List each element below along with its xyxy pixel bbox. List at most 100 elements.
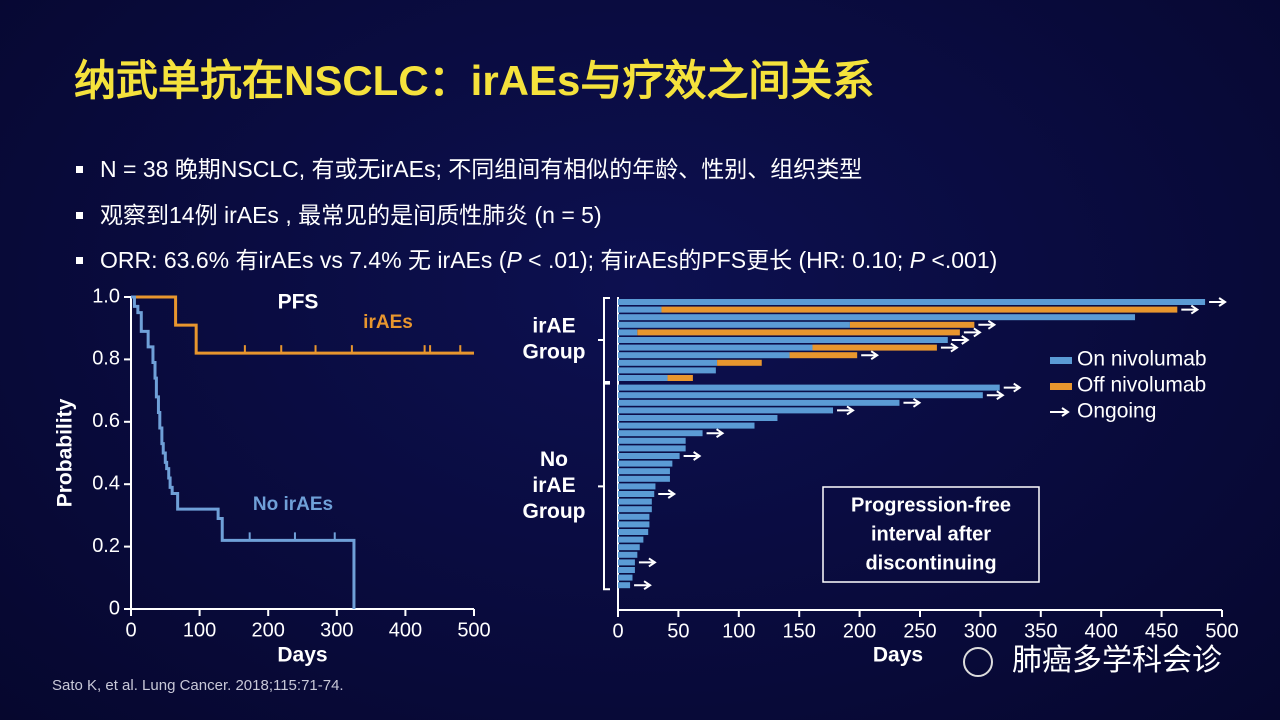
ongoing-arrow [986,390,1005,401]
bar-segment [618,407,834,414]
group-label: irAE [532,474,575,497]
bar-segment [618,392,983,399]
x-tick-label: 400 [1085,620,1118,642]
bar-segment [618,367,716,374]
slide-title: 纳武单抗在NSCLC：irAEs与疗效之间关系 [74,57,874,104]
y-tick-label: 0 [109,597,120,619]
bar-segment [618,375,668,381]
series-label: irAEs [363,312,413,333]
note-text: interval after [871,523,991,545]
x-tick-label: 400 [389,619,422,641]
ongoing-arrow [903,397,922,408]
y-tick-label: 0.6 [92,410,120,432]
y-tick-label: 0.8 [92,348,120,370]
x-tick-label: 300 [964,620,997,642]
x-tick-label: 50 [667,620,689,642]
bar-segment [618,529,649,535]
bar-segment [618,536,644,543]
bullet: ORR: 63.6% 有irAEs vs 7.4% 无 irAEs (P < .… [100,247,997,273]
x-tick-label: 100 [722,620,755,642]
ongoing-arrow [1003,382,1022,393]
bar-segment [618,437,686,444]
bar-segment [618,306,662,313]
ongoing-arrow [634,580,652,591]
bullet: 观察到14例 irAEs , 最常见的是间质性肺炎 (n = 5) [100,202,602,228]
x-tick-label: 250 [903,620,936,642]
bar-segment [618,559,635,566]
x-axis-label: Days [277,644,327,667]
x-tick-label: 500 [1205,620,1238,642]
note-text: Progression-free [851,494,1011,516]
bullet-part: P [910,247,926,273]
bar-segment [618,468,670,475]
ongoing-arrow [683,451,702,461]
bullet-part: <.001) [925,247,997,273]
x-tick-label: 0 [125,619,136,641]
bar-segment [637,329,960,336]
ongoing-arrow [658,489,677,499]
x-tick-label: 150 [783,620,816,642]
bar-segment [618,574,633,581]
bar-segment [618,352,790,359]
ongoing-arrow [706,428,725,439]
bullet-dot [76,166,83,173]
chart-title: PFS [278,291,319,314]
x-tick-label: 0 [612,620,623,642]
bar-segment [618,329,638,336]
legend-label: On nivolumab [1077,348,1207,371]
bar-segment [618,453,680,459]
bar-segment [618,430,703,437]
bar-segment [618,415,778,421]
legend-arrow [1050,407,1070,417]
ongoing-arrow [1181,304,1200,315]
bar-segment [789,352,858,359]
ongoing-arrow [638,557,657,568]
x-tick-label: 350 [1024,620,1057,642]
bullet-dot [76,212,83,219]
bar-segment [618,337,948,343]
km-curve [131,295,356,609]
note-box [822,486,1040,583]
bullet-part: P [506,247,522,273]
watermark-icon [963,647,993,677]
bar-segment [717,359,762,366]
ongoing-arrow [951,335,970,345]
legend-swatch [1050,383,1072,390]
ongoing-arrow [978,319,997,330]
bar-segment [618,498,652,505]
x-tick-label: 450 [1145,620,1178,642]
bar-segment [849,321,975,328]
bar-segment [618,513,650,520]
ongoing-arrow [963,327,982,338]
ongoing-arrow [861,350,879,361]
ongoing-arrow [1209,297,1227,307]
ongoing-arrow [940,342,959,353]
legend-swatch [1050,357,1072,364]
bar-segment [661,306,1178,313]
y-tick-label: 0.2 [92,535,120,557]
group-bracket [598,382,610,591]
legend-label: Off nivolumab [1077,374,1206,397]
bar-segment [618,551,638,558]
bar-segment [618,314,1136,321]
y-tick-label: 1.0 [92,285,120,307]
x-tick-label: 200 [252,619,285,641]
km-curve [131,295,474,355]
group-label: irAE [532,315,575,338]
bar-segment [618,567,635,573]
group-label: No [540,448,568,471]
bar-segment [618,299,1206,305]
group-label: Group [523,500,586,523]
watermark: 肺癌多学科会诊 [1012,644,1222,677]
y-axis-label: Probability [54,398,77,507]
bullet-dot [76,257,83,264]
bar-segment [618,521,650,528]
bar-segment [812,344,937,351]
citation: Sato K, et al. Lung Cancer. 2018;115:71-… [52,677,344,694]
note-text: discontinuing [865,552,996,574]
x-tick-label: 200 [843,620,876,642]
bar-segment [618,475,670,482]
series-label: No irAEs [253,494,333,515]
y-tick-label: 0.4 [92,472,120,494]
